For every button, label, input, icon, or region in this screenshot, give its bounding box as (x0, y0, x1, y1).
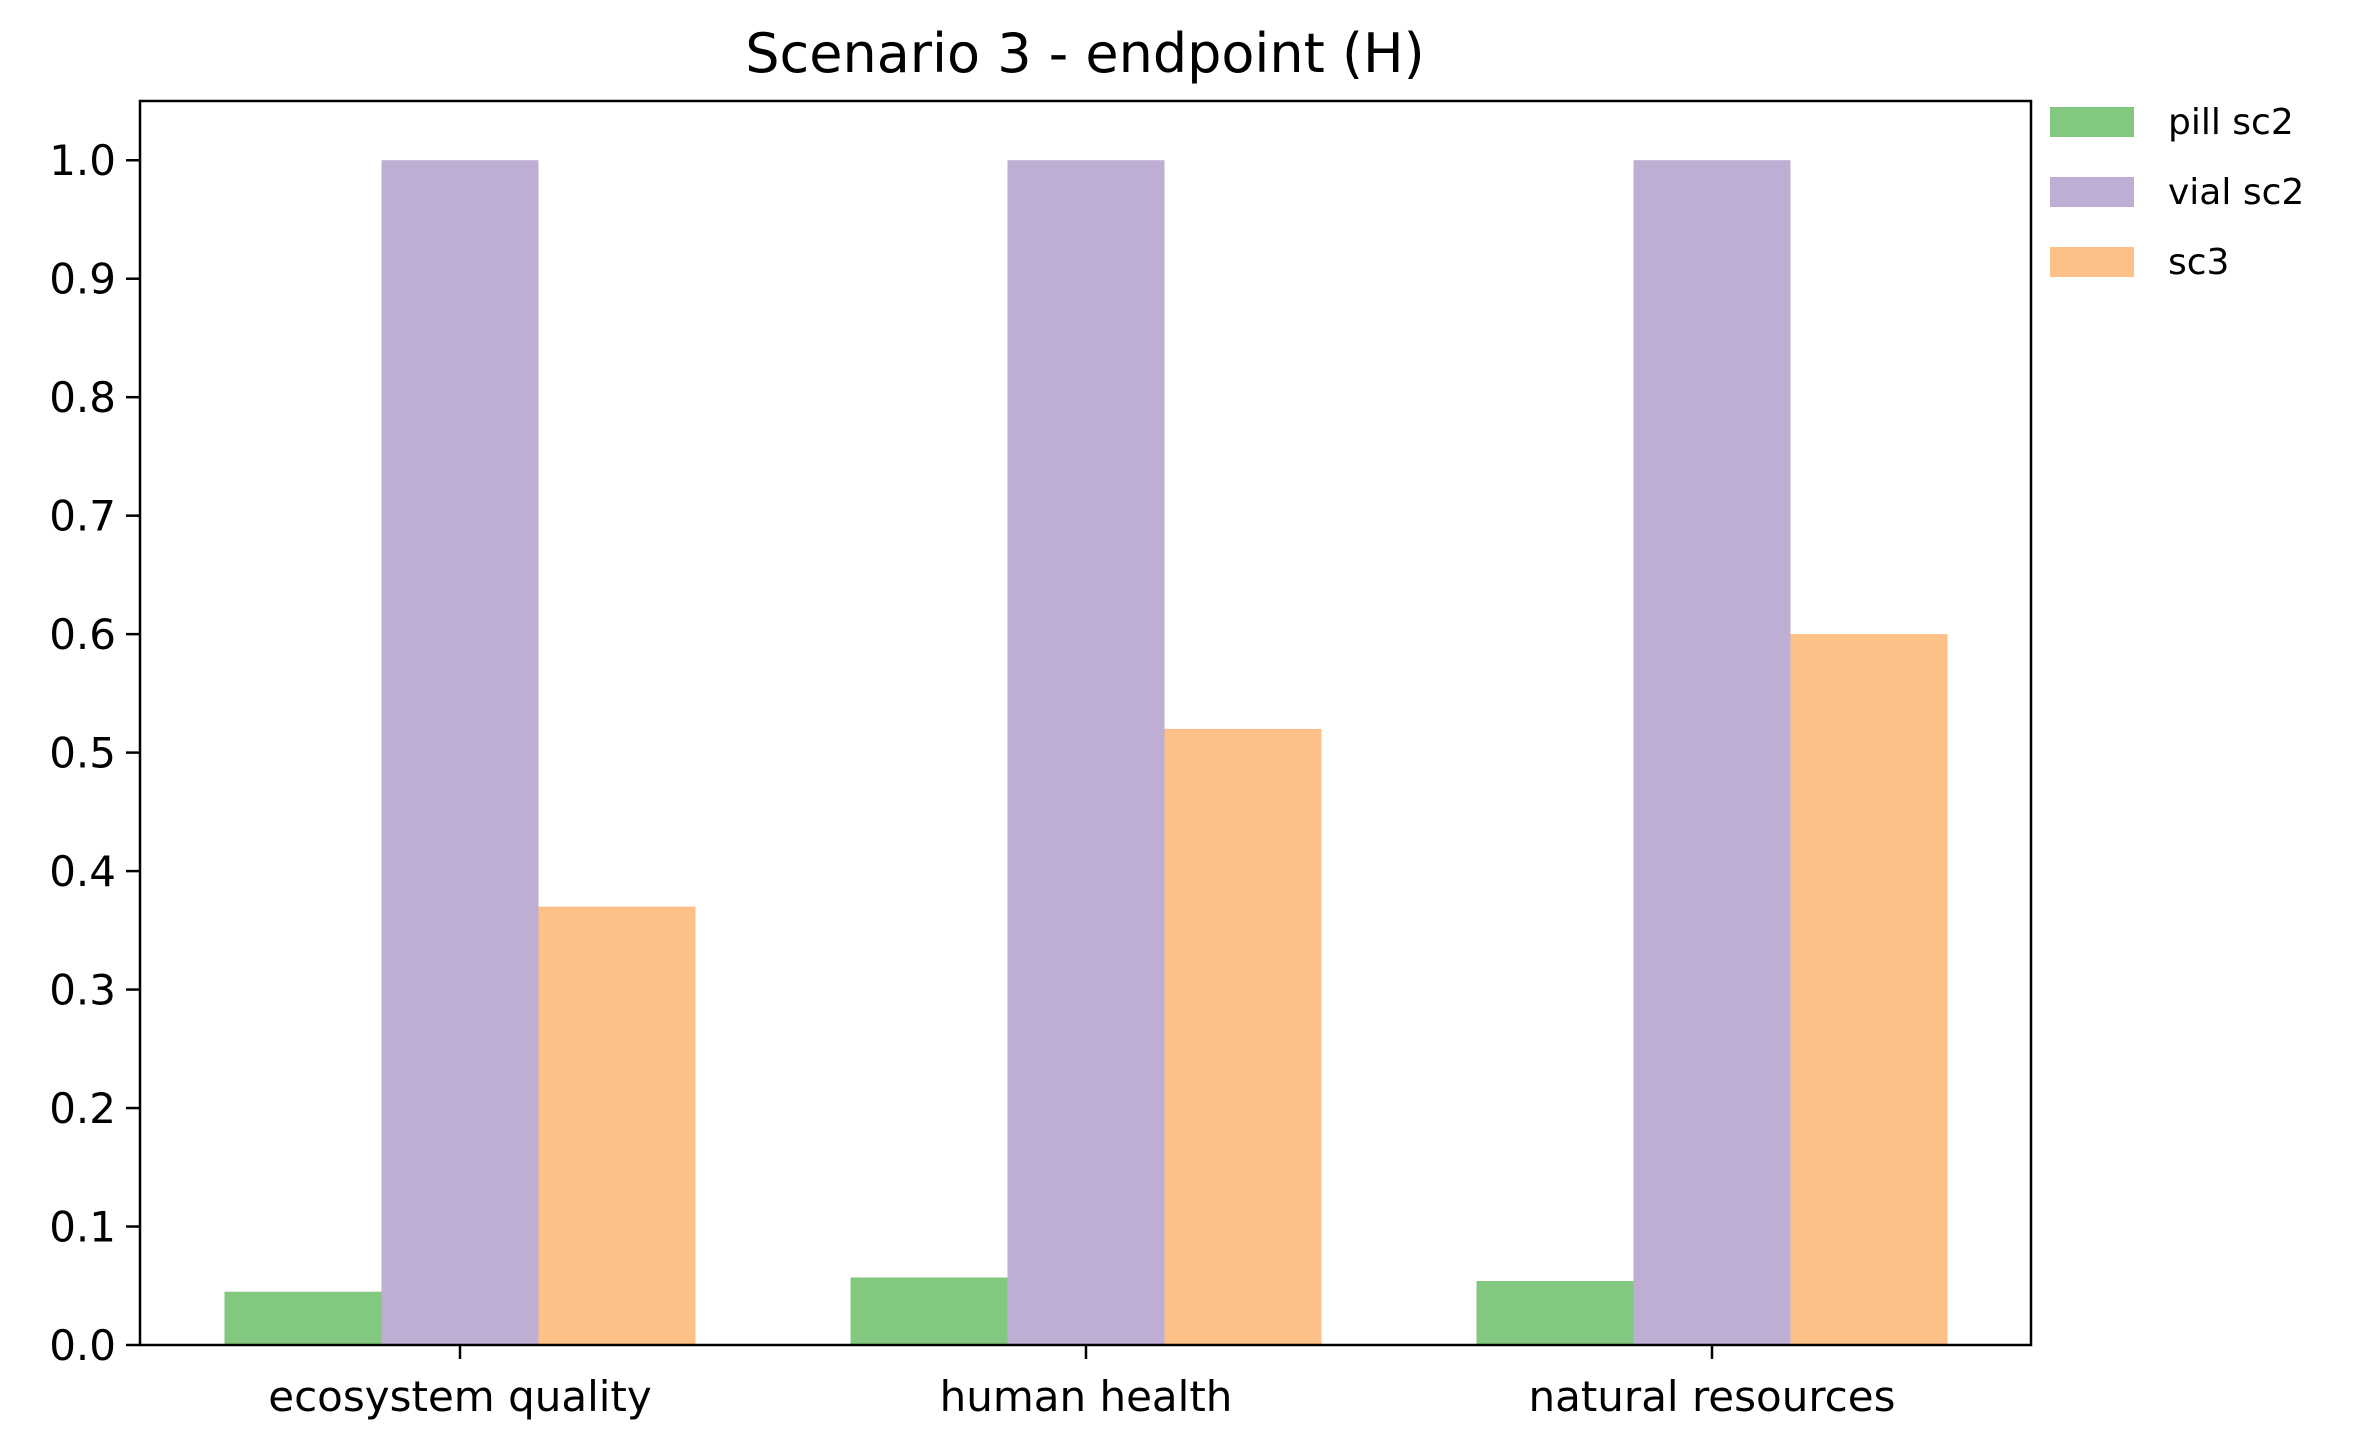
legend-swatch (2050, 247, 2134, 277)
legend-label: sc3 (2168, 242, 2229, 283)
legend-swatch (2050, 177, 2134, 207)
bar-vial-sc2-human-health (1007, 160, 1165, 1346)
bar-sc3-human-health (1164, 728, 1322, 1345)
axes-layer: 0.0 0.1 0.2 0.3 0.4 0.5 0.6 0.7 0.8 0.9 1.0 ecosyst… (49, 136, 1895, 1421)
legend-label: vial sc2 (2168, 172, 2304, 213)
bar-pill-sc2-human-health (850, 1277, 1008, 1345)
chart-title: Scenario 3 - endpoint (H) (745, 22, 1424, 85)
x-tick-label: natural resources (1528, 1372, 1895, 1421)
y-tick-label: 0.0 (49, 1321, 116, 1370)
bar-pill-sc2-natural-resources (1476, 1281, 1634, 1345)
y-tick-label: 0.8 (49, 373, 116, 422)
bar-sc3-ecosystem-quality (538, 906, 696, 1345)
bars-layer (224, 160, 1948, 1346)
y-tick-label: 0.2 (49, 1084, 116, 1133)
y-tick-label: 1.0 (49, 136, 116, 185)
y-tick-label: 0.9 (49, 255, 116, 304)
y-tick-label: 0.4 (49, 847, 116, 896)
bar-vial-sc2-ecosystem-quality (381, 160, 539, 1346)
plot-frame (138, 99, 2033, 1347)
bar-pill-sc2-ecosystem-quality (224, 1291, 382, 1345)
legend: pill sc2 vial sc2 sc3 (2050, 102, 2304, 283)
y-tick-label: 0.1 (49, 1203, 116, 1252)
bar-sc3-natural-resources (1790, 634, 1948, 1345)
x-tick-label: ecosystem quality (268, 1372, 652, 1421)
x-tick-label: human health (940, 1372, 1233, 1421)
y-tick-label: 0.7 (49, 492, 116, 541)
bar-vial-sc2-natural-resources (1633, 160, 1791, 1346)
legend-swatch (2050, 107, 2134, 137)
y-tick-label: 0.5 (49, 729, 116, 778)
y-tick-label: 0.3 (49, 966, 116, 1015)
y-tick-label: 0.6 (49, 610, 116, 659)
legend-label: pill sc2 (2168, 102, 2294, 143)
